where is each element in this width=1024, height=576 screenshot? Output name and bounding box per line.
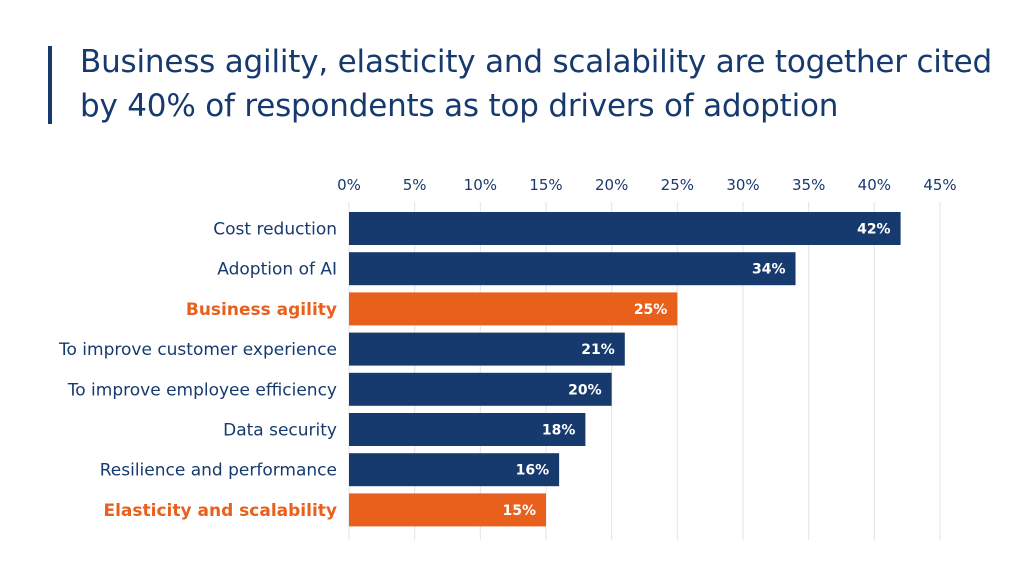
chart-title: Business agility, elasticity and scalabi… [80,44,993,124]
data-label: 21% [581,342,615,358]
data-label: 18% [542,423,576,439]
x-tick-label: 35% [792,176,825,194]
data-label: 15% [502,503,536,519]
category-label: To improve customer experience [58,340,337,360]
x-tick-label: 5% [403,176,427,194]
x-tick-label: 20% [595,176,628,194]
x-tick-label: 25% [661,176,694,194]
data-label: 20% [568,382,602,398]
bar [349,252,796,286]
category-label: Data security [223,421,337,441]
category-label: Cost reduction [213,220,337,240]
data-label: 16% [516,463,550,479]
bar [349,292,678,326]
x-tick-label: 10% [464,176,497,194]
bar [349,493,546,527]
bar [349,372,612,406]
bar [349,453,560,487]
x-tick-label: 45% [923,176,956,194]
data-label: 42% [857,222,891,238]
bar [349,332,625,366]
data-label: 34% [752,262,786,278]
x-tick-label: 0% [337,176,361,194]
category-label: Resilience and performance [100,461,337,481]
bar [349,212,901,245]
x-tick-label: 15% [529,176,562,194]
category-label: Elasticity and scalability [103,501,337,521]
bar [349,413,586,446]
x-tick-label: 40% [858,176,891,194]
data-label: 25% [634,302,668,318]
category-label: Business agility [186,300,337,320]
x-tick-label: 30% [726,176,759,194]
category-label: To improve employee efficiency [67,380,337,400]
category-label: Adoption of AI [217,260,337,280]
title-accent-bar [48,46,52,124]
